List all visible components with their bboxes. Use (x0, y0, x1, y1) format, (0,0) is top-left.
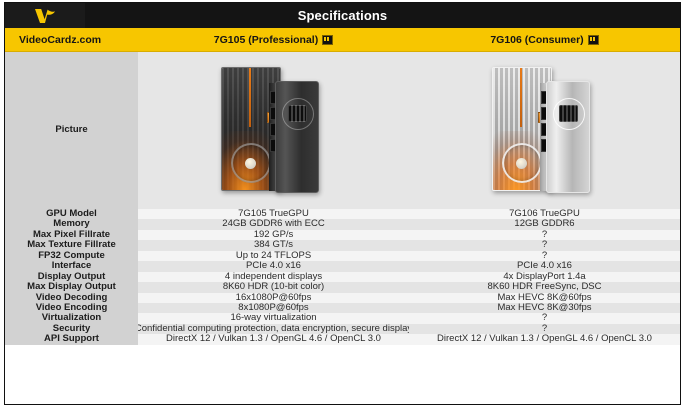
brand-header-row: VideoCardz.com 7G105 (Professional) 7G10… (5, 28, 680, 52)
gpu-backplate-window (559, 105, 578, 122)
table-row: GPU Model 7G105 TrueGPU 7G106 TrueGPU (5, 209, 680, 220)
gpu-accent-stripe (519, 68, 522, 127)
cell-value-professional: 7G105 TrueGPU (138, 209, 409, 220)
gpu-backplate (545, 81, 590, 193)
cell-value-consumer: 12GB GDDR6 (409, 219, 680, 230)
specifications-table-frame: Specifications VideoCardz.com 7G105 (Pro… (4, 2, 681, 405)
table-row: Max Texture Fillrate 384 GT/s? (5, 240, 680, 251)
mini-card-badge-icon (322, 34, 334, 45)
cell-value-consumer: 8K60 HDR FreeSync, DSC (409, 282, 680, 293)
spec-rows-container: GPU Model 7G105 TrueGPU 7G106 TrueGPU Memor… (5, 209, 680, 345)
row-label: Max Texture Fillrate (5, 240, 138, 251)
table-row-picture: Picture (5, 52, 680, 209)
gpu-card-image-consumer (486, 59, 604, 202)
gpu-backplate (274, 81, 319, 193)
cell-value-consumer: ? (409, 250, 680, 262)
site-brand-label[interactable]: VideoCardz.com (19, 33, 102, 46)
row-label: Display Output (5, 271, 138, 283)
row-label: Max Pixel Fillrate (5, 229, 138, 241)
column-header-consumer: 7G106 (Consumer) (409, 34, 680, 46)
table-row: Max Pixel Fillrate 192 GP/s? (5, 229, 680, 241)
column-header-professional-label: 7G105 (Professional) (213, 33, 319, 46)
cell-value-professional: DirectX 12 / Vulkan 1.3 / OpenGL 4.6 / O… (138, 334, 409, 345)
row-label: Interface (5, 261, 138, 272)
cell-value-professional: 192 GP/s (138, 229, 409, 241)
cell-value-professional: Confidential computing protection, data … (138, 323, 409, 335)
cell-value-consumer: PCIe 4.0 x16 (409, 261, 680, 272)
gpu-fan-icon (231, 143, 271, 183)
cell-value-professional: 24GB GDDR6 with ECC (138, 219, 409, 230)
cell-value-consumer: 7G106 TrueGPU (409, 209, 680, 220)
cell-value-consumer: Max HEVC 8K@60fps (409, 292, 680, 303)
cell-value-professional: 8K60 HDR (10-bit color) (138, 282, 409, 293)
row-label: Memory (5, 219, 138, 230)
gpu-backplate-ring (281, 98, 314, 130)
cell-value-consumer: ? (409, 229, 680, 241)
column-header-consumer-label: 7G106 (Consumer) (490, 33, 584, 46)
cell-value-professional: Up to 24 TFLOPS (138, 250, 409, 262)
row-label: FP32 Compute (5, 250, 138, 262)
cell-value-professional: 4 independent displays (138, 271, 409, 283)
row-label: Video Decoding (5, 292, 138, 303)
cell-value-consumer: ? (409, 323, 680, 335)
table-row: Video Encoding 8x1080P@60fps Max HEVC 8K@3… (5, 302, 680, 314)
cell-value-professional: PCIe 4.0 x16 (138, 261, 409, 272)
cell-value-professional: 16-way virtualization (138, 313, 409, 324)
gpu-backplate-window (288, 105, 307, 122)
table-row: Display Output 4 independent displays 4x D… (5, 271, 680, 283)
column-header-professional: 7G105 (Professional) (138, 34, 409, 46)
videocardz-v-logo-icon (35, 8, 55, 23)
row-label: Video Encoding (5, 302, 138, 314)
table-row: Memory 24GB GDDR6 with ECC 12GB GDDR6 (5, 219, 680, 230)
videocardz-logo[interactable] (5, 3, 85, 30)
table-row: FP32 Compute Up to 24 TFLOPS? (5, 250, 680, 262)
spec-table-body: Picture (5, 52, 680, 404)
table-row: Video Decoding 16x1080P@60fps Max HEVC 8K@… (5, 292, 680, 303)
row-label: API Support (5, 334, 138, 345)
cell-value-consumer: DirectX 12 / Vulkan 1.3 / OpenGL 4.6 / O… (409, 334, 680, 345)
row-label-picture: Picture (5, 52, 138, 209)
table-row: Virtualization 16-way virtualization? (5, 313, 680, 324)
cell-value-consumer: ? (409, 240, 680, 251)
cell-picture-professional (138, 52, 409, 209)
cell-picture-consumer (409, 52, 680, 209)
cell-value-professional: 8x1080P@60fps (138, 302, 409, 314)
row-label: Virtualization (5, 313, 138, 324)
gpu-backplate-ring (552, 98, 585, 130)
cell-value-professional: 384 GT/s (138, 240, 409, 251)
cell-value-consumer: ? (409, 313, 680, 324)
row-label: GPU Model (5, 209, 138, 220)
cell-value-consumer: 4x DisplayPort 1.4a (409, 271, 680, 283)
gpu-card-image-professional (215, 59, 333, 202)
mini-card-badge-icon (587, 34, 599, 45)
page-title: Specifications (297, 8, 388, 23)
table-row: Interface PCIe 4.0 x16 PCIe 4.0 x16 (5, 261, 680, 272)
gpu-fan-icon (502, 143, 542, 183)
cell-value-consumer: Max HEVC 8K@30fps (409, 302, 680, 314)
cell-value-professional: 16x1080P@60fps (138, 292, 409, 303)
gpu-accent-stripe (248, 68, 251, 127)
row-label: Security (5, 323, 138, 335)
table-row: Security Confidential computing protectio… (5, 323, 680, 335)
table-row: API Support DirectX 12 / Vulkan 1.3 / Ope… (5, 334, 680, 345)
titlebar: Specifications (5, 3, 680, 30)
table-row: Max Display Output 8K60 HDR (10-bit color… (5, 282, 680, 293)
row-label: Max Display Output (5, 282, 138, 293)
